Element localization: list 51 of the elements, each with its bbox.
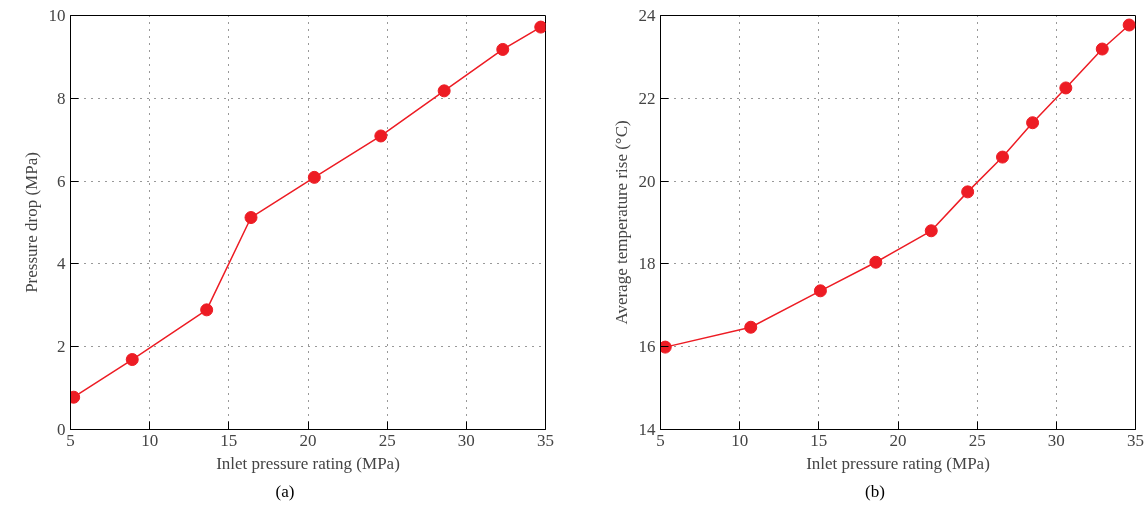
y-tick-label: 22 [638, 88, 656, 108]
y-tick-label: 2 [57, 337, 66, 357]
y-tick-label: 6 [57, 171, 66, 191]
point [996, 150, 1009, 164]
x-tick-label: 15 [220, 430, 238, 450]
point [125, 353, 139, 367]
point [1059, 81, 1073, 95]
y-tick-label: 10 [48, 6, 66, 25]
y-tick-label: 4 [57, 254, 66, 274]
x-tick-label: 20 [889, 430, 907, 450]
x-tick-label: 30 [1047, 430, 1065, 450]
point [961, 185, 975, 199]
x-tick-label: 25 [968, 430, 986, 450]
point [244, 211, 258, 225]
y-tick-label: 16 [638, 337, 656, 357]
y-tick-label: 24 [638, 6, 656, 25]
point [437, 84, 451, 98]
point [496, 42, 510, 56]
y-tick-label: 0 [57, 420, 66, 439]
x-tick-label: 25 [378, 430, 396, 450]
y-axis-title: Pressure drop (MPa) [21, 152, 41, 293]
x-tick-label: 5 [656, 430, 665, 450]
point [924, 224, 938, 238]
x-tick-label: 35 [1127, 430, 1144, 450]
point [1026, 116, 1040, 130]
point [534, 20, 546, 34]
y-tick-label: 18 [638, 254, 656, 274]
point [744, 320, 758, 334]
x-tick-label: 10 [141, 430, 159, 450]
x-axis-title: Inlet pressure rating (MPa) [806, 453, 990, 473]
point [200, 303, 214, 317]
point [813, 284, 827, 298]
point [660, 340, 672, 354]
x-tick-label: 35 [537, 430, 554, 450]
y-tick-label: 20 [638, 171, 656, 191]
point [1095, 42, 1109, 56]
y-tick-label: 8 [57, 88, 66, 108]
point [1122, 18, 1136, 32]
y-axis-title: Average temperature rise (°C) [611, 120, 631, 325]
text: (a) [275, 481, 295, 503]
point [374, 129, 388, 143]
point [869, 255, 883, 269]
x-tick-label: 10 [731, 430, 749, 450]
x-tick-label: 5 [66, 430, 75, 450]
y-tick-label: 14 [638, 420, 656, 439]
x-tick-label: 30 [457, 430, 475, 450]
x-tick-label: 15 [810, 430, 828, 450]
x-axis-title: Inlet pressure rating (MPa) [216, 453, 400, 473]
text: (b) [865, 481, 885, 503]
point [307, 170, 321, 184]
x-tick-label: 20 [299, 430, 317, 450]
